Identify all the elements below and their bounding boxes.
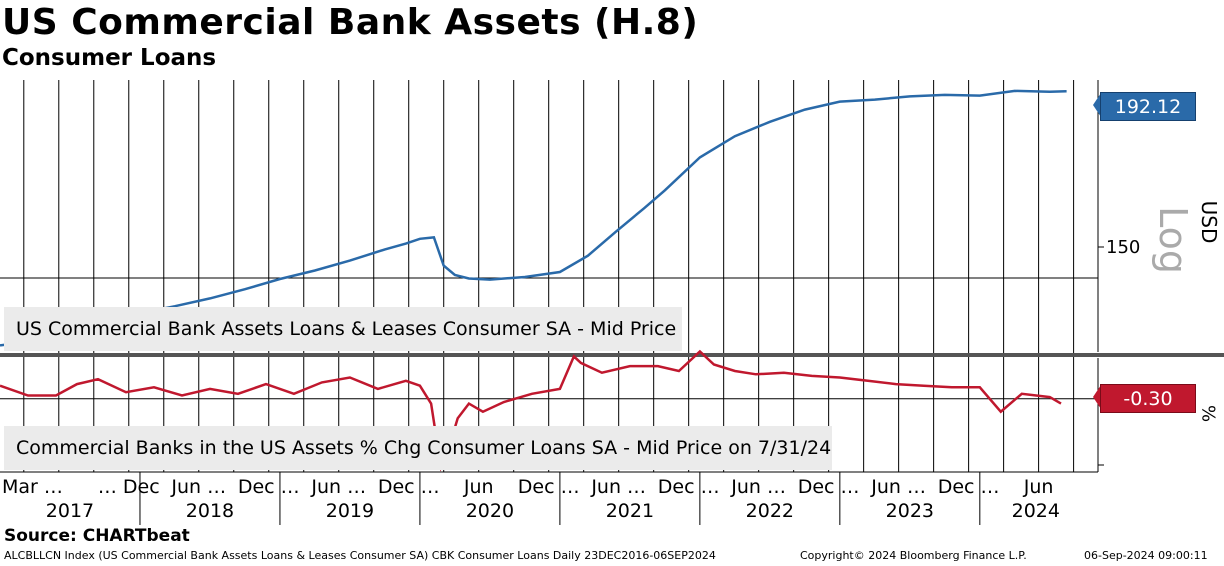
x-month-label: … Dec bbox=[97, 476, 160, 498]
pct-change-line bbox=[0, 349, 1062, 472]
x-month-label: Jun bbox=[463, 476, 494, 498]
x-month-label: Dec … bbox=[937, 476, 1000, 498]
x-month-label: Dec … bbox=[377, 476, 440, 498]
x-month-label: Jun … bbox=[871, 476, 926, 498]
x-month-label: Jun … bbox=[171, 476, 227, 498]
legend-series-2: Commercial Banks in the US Assets % Chg … bbox=[4, 426, 832, 470]
chart-title: US Commercial Bank Assets (H.8) bbox=[2, 2, 699, 43]
x-month-label: Mar … bbox=[2, 476, 63, 498]
log-scale-label: Log bbox=[1151, 206, 1195, 274]
x-year-label: 2019 bbox=[325, 500, 375, 522]
badge-pointer-top bbox=[1093, 93, 1101, 117]
chart-subtitle: Consumer Loans bbox=[2, 45, 217, 71]
x-month-label: Jun bbox=[1023, 476, 1054, 498]
x-ticks bbox=[139, 472, 981, 525]
x-year-label: 2017 bbox=[45, 500, 95, 522]
consumer-loans-line bbox=[0, 89, 1067, 347]
x-month-label: Jun … bbox=[311, 476, 367, 498]
footer-center: Copyright© 2024 Bloomberg Finance L.P. bbox=[800, 549, 1027, 562]
x-year-label: 2022 bbox=[745, 500, 795, 522]
x-month-label: Dec … bbox=[237, 476, 300, 498]
x-month-label: Dec … bbox=[657, 476, 720, 498]
x-month-label: Dec … bbox=[517, 476, 580, 498]
legend-label-2: Commercial Banks in the US Assets % Chg … bbox=[16, 437, 832, 459]
last-value-badge-2: -0.30 bbox=[1100, 384, 1196, 413]
x-month-label: Dec … bbox=[797, 476, 860, 498]
legend-series-1: US Commercial Bank Assets Loans & Leases… bbox=[4, 307, 682, 351]
percent-axis-label: % bbox=[1197, 404, 1219, 423]
x-year-label: 2018 bbox=[185, 500, 235, 522]
x-year-label: 2020 bbox=[465, 500, 515, 522]
x-year-label: 2024 bbox=[1011, 500, 1060, 522]
last-value-badge-1: 192.12 bbox=[1100, 92, 1196, 121]
badge-pointer-bottom bbox=[1093, 385, 1101, 409]
footer-left: ALCBLLCN Index (US Commercial Bank Asset… bbox=[4, 549, 716, 562]
x-year-label: 2023 bbox=[885, 500, 934, 522]
x-month-label: Jun … bbox=[731, 476, 787, 498]
x-month-label: Jun … bbox=[591, 476, 647, 498]
x-year-label: 2021 bbox=[605, 500, 655, 522]
y-tick-label-150: 150 bbox=[1106, 237, 1141, 258]
gridlines bbox=[23, 80, 1075, 472]
source-note: Source: CHARTbeat bbox=[4, 526, 190, 546]
usd-axis-label: USD bbox=[1197, 200, 1221, 244]
legend-label-1: US Commercial Bank Assets Loans & Leases… bbox=[16, 318, 677, 340]
footer-right: 06-Sep-2024 09:00:11 bbox=[1084, 549, 1208, 562]
